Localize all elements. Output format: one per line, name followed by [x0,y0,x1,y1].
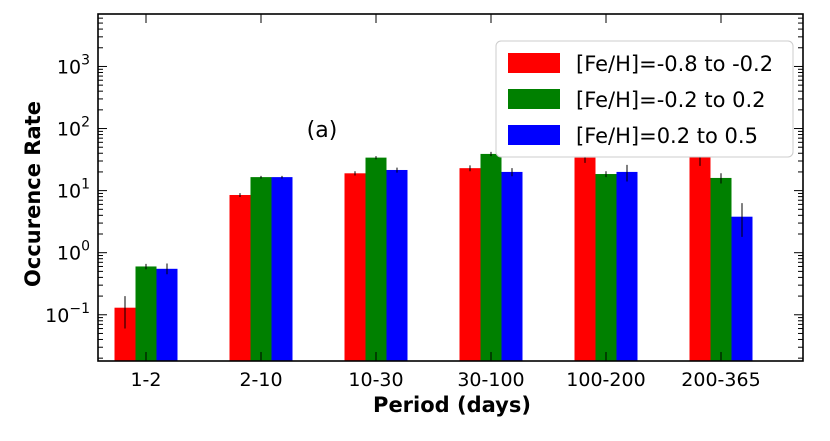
x-tick-label-1-2: 1-2 [130,369,161,391]
legend-swatch-3 [508,125,560,145]
legend-swatch-1 [508,53,560,73]
legend-swatch-2 [508,89,560,109]
bar-10-30-series-2 [365,157,387,361]
legend: [Fe/H]=-0.8 to -0.2 [Fe/H]=-0.2 to 0.2 [Fe… [495,40,794,158]
bar-2-10-series-3 [271,177,293,361]
bar-200-365-series-2 [710,177,732,361]
bar-200-365-series-3 [731,216,753,361]
y-tick-label: 103 [57,52,90,78]
x-tick-label-200-365: 200-365 [681,369,760,391]
legend-box [495,40,794,158]
legend-label-1: [Fe/H]=-0.8 to -0.2 [576,52,773,76]
error-bars-group [124,148,743,329]
bar-10-30-series-1 [344,173,366,361]
bars-group [114,153,753,361]
legend-label-2: [Fe/H]=-0.2 to 0.2 [576,88,766,112]
bar-200-365-series-1 [689,156,711,361]
legend-label-3: [Fe/H]=0.2 to 0.5 [576,124,758,148]
plot-border [97,13,804,362]
y-axis-title: Occurence Rate [21,101,45,287]
bar-30-100-series-1 [459,168,481,361]
x-tick-label-100-200: 100-200 [566,369,645,391]
bar-2-10-series-2 [250,177,272,361]
y-axis-ticks: 10−1 100 101 102 103 [45,13,803,359]
plot-frame [97,13,804,362]
panel-annotation: (a) [307,118,338,143]
x-axis-title: Period (days) [373,393,531,417]
x-tick-label-2-10: 2-10 [239,369,282,391]
x-tick-label-30-100: 30-100 [457,369,524,391]
x-tick-label-10-30: 10-30 [348,369,403,391]
bar-1-2-series-2 [135,266,157,361]
y-tick-label: 101 [57,177,90,203]
bar-30-100-series-3 [501,171,523,361]
bar-1-2-series-3 [156,268,178,361]
bar-100-200-series-1 [574,157,596,361]
bar-100-200-series-2 [595,174,617,361]
y-tick-label: 10−1 [45,301,90,327]
bar-2-10-series-1 [229,194,251,361]
bar-100-200-series-3 [616,171,638,361]
bar-10-30-series-3 [386,169,408,361]
bar-30-100-series-2 [480,153,502,361]
y-tick-label: 100 [57,239,90,265]
bar-1-2-series-1 [114,307,136,361]
y-tick-label: 102 [57,115,90,141]
x-axis-ticks: 1-2 2-10 10-30 30-100 100-200 200-365 [130,14,761,391]
